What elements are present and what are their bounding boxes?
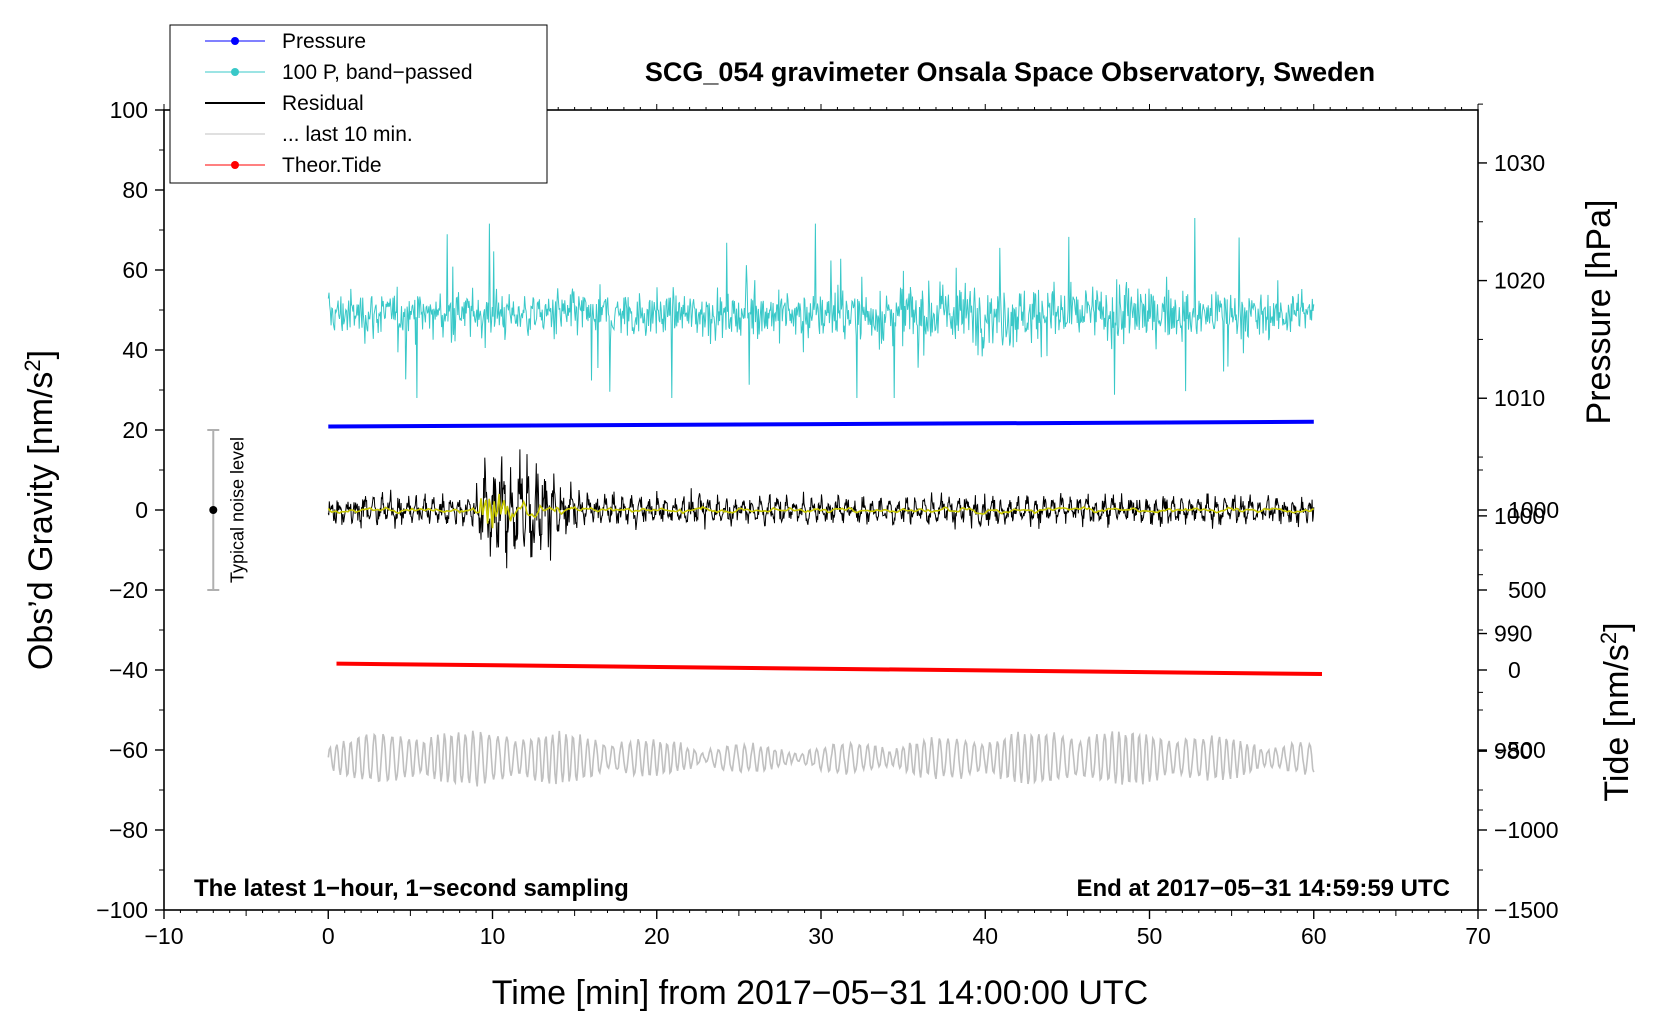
annotation-sampling: The latest 1−hour, 1−second sampling <box>194 875 629 902</box>
tide-tick-label: −1500 <box>1494 897 1559 923</box>
legend-marker <box>231 37 239 45</box>
y-tick-label: −100 <box>96 897 148 923</box>
tide-tick-label: 0 <box>1508 657 1521 683</box>
pressure-tick-label: 980 <box>1494 738 1532 764</box>
y-axis-tide: 1000 500 0 −500 −1000 −1500 <box>1478 469 1559 923</box>
y-axis-title-gravity: Obs’d Gravity [nm/s2] <box>20 350 60 670</box>
noise-bar-label: Typical noise level <box>227 437 247 583</box>
x-tick-label: 10 <box>480 923 506 949</box>
series-theor-tide <box>336 661 1323 676</box>
x-axis-title: Time [min] from 2017−05−31 14:00:00 UTC <box>492 974 1148 1012</box>
x-tick-label: 40 <box>972 923 998 949</box>
chart-title: SCG_054 gravimeter Onsala Space Observat… <box>645 57 1375 87</box>
pressure-tick-label: 990 <box>1494 621 1532 647</box>
legend-marker <box>231 68 239 76</box>
y-tick-label: 80 <box>122 177 148 203</box>
y-axis-title-tide-sup: 2 <box>1596 632 1621 644</box>
y-axis-title-pressure: Pressure [hPa] <box>1580 200 1618 425</box>
legend-marker <box>231 161 239 169</box>
tide-tick-label: 1000 <box>1508 497 1559 523</box>
legend-label: Theor.Tide <box>282 154 382 177</box>
data-layer <box>327 217 1323 787</box>
y-tick-label: 40 <box>122 337 148 363</box>
pressure-tick-label: 1030 <box>1494 150 1545 176</box>
y-axis-title-tide-text: Tide [nm/s <box>1598 644 1636 801</box>
pressure-tick-label: 1000 <box>1494 503 1545 529</box>
x-tick-label: 30 <box>808 923 834 949</box>
legend-label: Pressure <box>282 30 366 53</box>
y-axis-title-gravity-sup: 2 <box>20 359 45 371</box>
y-tick-label: −40 <box>109 657 148 683</box>
noise-level-bar: Typical noise level <box>207 429 247 591</box>
x-tick-label: 50 <box>1137 923 1163 949</box>
legend-label: 100 P, band−passed <box>282 61 473 84</box>
y-axis-title-gravity-text: Obs’d Gravity [nm/s <box>22 372 60 671</box>
y-tick-label: 60 <box>122 257 148 283</box>
series-residual-smoothed <box>327 493 1314 529</box>
y-axis-title-gravity-end: ] <box>22 350 60 359</box>
y-tick-label: −60 <box>109 737 148 763</box>
tide-tick-label: −500 <box>1494 737 1546 763</box>
y-axis-title-tide: Tide [nm/s2] <box>1596 622 1636 801</box>
series-residual <box>327 449 1315 569</box>
pressure-tick-label: 1020 <box>1494 268 1545 294</box>
series-bandpassed-pressure <box>327 217 1315 399</box>
x-tick-label: 60 <box>1301 923 1327 949</box>
y-tick-label: 0 <box>135 497 148 523</box>
noise-bar-center <box>209 506 218 514</box>
tide-tick-label: −1000 <box>1494 817 1559 843</box>
y-tick-label: 20 <box>122 417 148 443</box>
legend: Pressure 100 P, band−passed Residual ... la… <box>169 24 548 184</box>
x-tick-label: −10 <box>144 923 183 949</box>
y-tick-label: −80 <box>109 817 148 843</box>
legend-label: ... last 10 min. <box>282 123 413 146</box>
x-tick-label: 20 <box>644 923 670 949</box>
y-axis-gravity: 100 80 60 40 20 0 −20 −40 −60 −80 −100 <box>96 97 164 923</box>
annotation-end-time: End at 2017−05−31 14:59:59 UTC <box>1076 875 1450 902</box>
series-last-10-min <box>327 730 1315 787</box>
y-tick-label: 100 <box>110 97 148 123</box>
y-axis-pressure: 1030 1020 1010 1000 990 980 <box>1478 103 1545 811</box>
legend-label: Residual <box>282 92 364 115</box>
y-axis-title-tide-end: ] <box>1598 622 1636 631</box>
series-pressure <box>328 419 1314 429</box>
y-tick-label: −20 <box>109 577 148 603</box>
x-tick-label: 70 <box>1465 923 1491 949</box>
pressure-tick-label: 1010 <box>1494 385 1545 411</box>
x-tick-label: 0 <box>322 923 335 949</box>
x-axis: −10 0 10 20 30 40 50 60 70 <box>144 104 1491 949</box>
tide-tick-label: 500 <box>1508 577 1546 603</box>
